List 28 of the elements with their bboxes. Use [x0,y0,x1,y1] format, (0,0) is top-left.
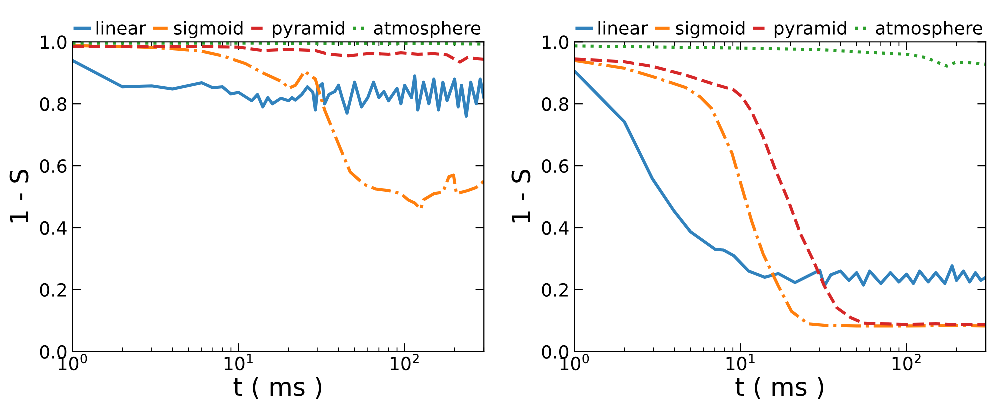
y-tick-label: 0.2 [542,283,568,298]
y-tick-label: 0.4 [542,221,569,236]
x-tick-label: 10$^{1}$ [726,354,755,371]
y-tick-label: 0.8 [40,98,67,112]
x-axis-title: t ( ms ) [234,377,322,400]
y-tick-label: 0.6 [542,159,569,174]
x-tick-label: 10$^{2}$ [390,354,419,371]
y-tick-label: 0.2 [40,283,66,298]
y-tick-label: 0.6 [40,159,67,174]
legend-label: linear [96,21,146,36]
legend-label: linear [598,21,648,36]
x-axis-title: t ( ms ) [736,377,824,400]
y-axis-title: 1 - S [10,170,29,223]
legend-label: atmosphere [374,21,481,39]
y-tick-label: 0.8 [542,98,569,112]
y-tick-label: 1.0 [41,36,67,50]
x-tick-label: 10$^{1}$ [224,354,253,371]
legend-label: atmosphere [876,21,982,39]
legend-label: sigmoid [676,21,745,39]
y-tick-label: 0.4 [40,221,67,236]
y-tick-label: 0.0 [542,345,569,359]
y-tick-label: 1.0 [543,36,569,50]
legend-label: sigmoid [174,21,243,39]
x-tick-label: 10$^{2}$ [892,354,921,371]
legend-label: pyramid [774,21,846,39]
y-axis-title: 1 - S [512,170,531,223]
legend-label: pyramid [273,21,344,39]
y-tick-label: 0.0 [40,345,67,359]
